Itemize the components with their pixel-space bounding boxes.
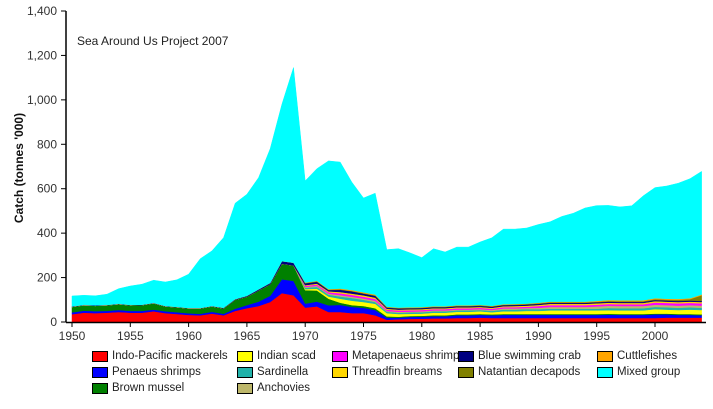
legend-item: Natantian decapods [458,366,580,378]
legend-item: Metapenaeus shrimps [332,350,465,362]
x-tick-label: 1970 [292,329,319,343]
x-tick-label: 2000 [642,329,669,343]
legend-item: Penaeus shrimps [92,366,201,378]
x-tick-label: 1995 [583,329,610,343]
legend-swatch [92,382,108,394]
x-tick-label: 1985 [467,329,494,343]
legend-item: Anchovies [237,382,310,394]
area-mixed-group [71,67,702,309]
y-tick-label: 1,200 [27,48,57,62]
legend-swatch [458,350,474,362]
x-tick-label: 1990 [525,329,552,343]
legend-label: Blue swimming crab [478,350,581,362]
legend-item: Blue swimming crab [458,350,581,362]
legend-swatch [597,350,613,362]
legend-swatch [92,366,108,378]
legend-label: Penaeus shrimps [112,366,201,378]
legend-swatch [237,366,253,378]
legend-swatch [597,366,613,378]
source-annotation: Sea Around Us Project 2007 [77,34,229,48]
x-tick-label: 1960 [175,329,202,343]
legend-label: Cuttlefishes [617,350,678,362]
x-ticks: 1950 1955 1960 1965 1970 1975 1980 1985 1990 1995… [59,322,669,343]
y-tick-label: 600 [37,182,57,196]
area-layers [71,67,702,323]
legend-label: Indian scad [257,350,316,362]
legend-swatch [237,382,253,394]
legend-label: Brown mussel [112,382,185,394]
y-tick-label: 800 [37,137,57,151]
legend-label: Natantian decapods [478,366,581,378]
x-tick-label: 1980 [408,329,435,343]
legend-label: Sardinella [257,366,309,378]
stacked-area-chart: 0 200 400 600 800 1,000 1,200 1,400 1950 1955 196… [12,4,706,343]
y-tick-label: 0 [50,315,57,329]
legend-label: Indo-Pacific mackerels [112,350,228,362]
y-ticks: 0 200 400 600 800 1,000 1,200 1,400 [27,4,66,329]
legend-swatch [332,350,348,362]
x-tick-label: 1955 [117,329,144,343]
legend-item: Indo-Pacific mackerels [92,350,228,362]
x-tick-label: 1965 [234,329,261,343]
y-axis-label: Catch (tonnes '000) [12,113,26,223]
legend-label: Threadfin breams [352,366,443,378]
legend-swatch [92,350,108,362]
legend-swatch [237,350,253,362]
legend-item: Mixed group [597,366,680,378]
legend-item: Sardinella [237,366,308,378]
y-tick-label: 1,000 [27,93,57,107]
legend-item: Threadfin breams [332,366,442,378]
x-tick-label: 1950 [59,329,86,343]
legend-item: Indian scad [237,350,316,362]
y-tick-label: 400 [37,226,57,240]
legend-swatch [332,366,348,378]
y-tick-label: 1,400 [27,4,57,18]
legend-item: Brown mussel [92,382,184,394]
x-tick-label: 1975 [350,329,377,343]
legend-label: Mixed group [617,366,681,378]
legend-item: Cuttlefishes [597,350,677,362]
y-tick-label: 200 [37,271,57,285]
legend-label: Anchovies [257,382,311,394]
legend-swatch [458,366,474,378]
legend-label: Metapenaeus shrimps [352,350,466,362]
